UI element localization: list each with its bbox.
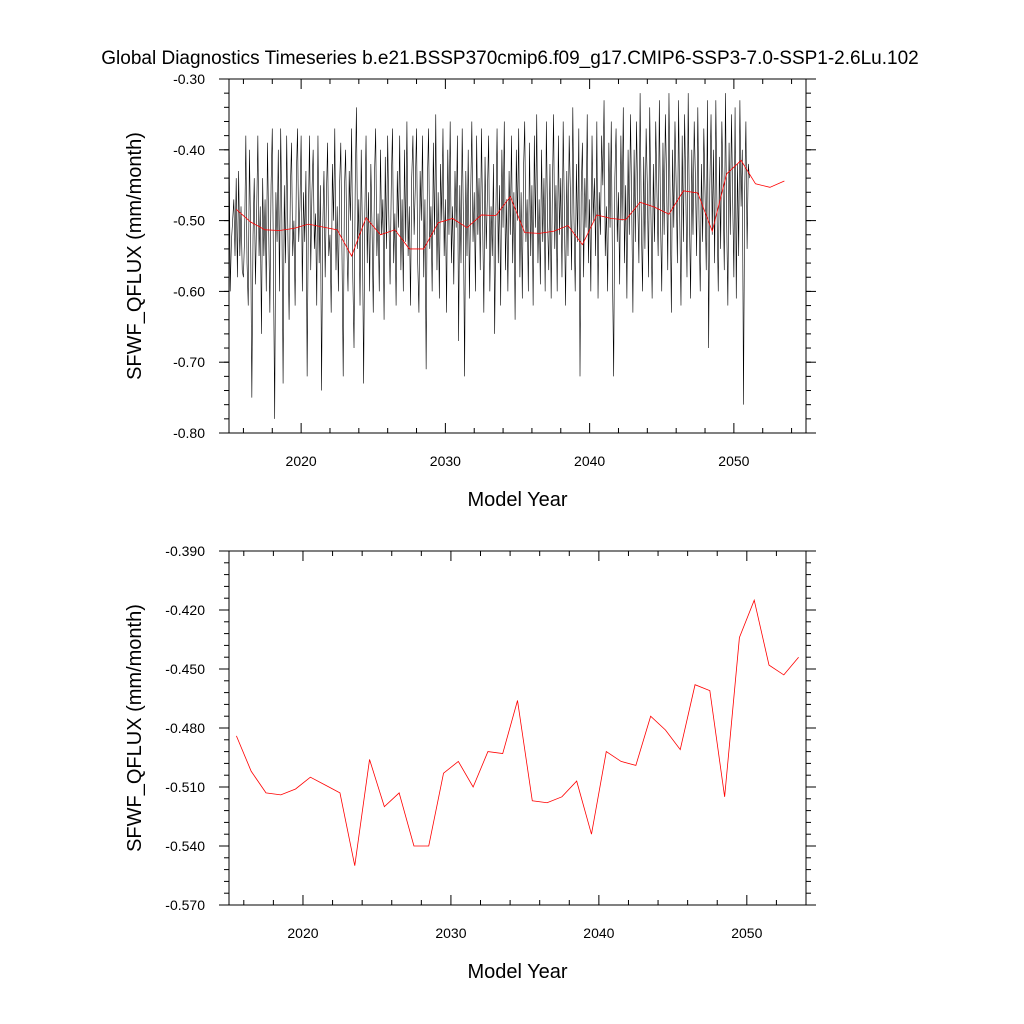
y-tick-label: -0.40 — [173, 142, 205, 158]
y-tick-label: -0.60 — [173, 283, 205, 299]
series-line-0 — [228, 93, 750, 419]
y-tick-label: -0.480 — [165, 720, 205, 736]
series-line-1 — [235, 159, 785, 257]
y-axis-label: SFWF_QFLUX (mm/month) — [124, 604, 146, 852]
y-tick-label: -0.50 — [173, 213, 205, 229]
y-tick-label: -0.570 — [165, 897, 205, 913]
x-tick-label: 2050 — [731, 925, 762, 941]
y-tick-label: -0.510 — [165, 779, 205, 795]
x-tick-label: 2040 — [574, 453, 605, 469]
y-tick-label: -0.450 — [165, 661, 205, 677]
y-axis-label: SFWF_QFLUX (mm/month) — [124, 132, 146, 380]
y-tick-label: -0.80 — [173, 425, 205, 441]
plot-frame — [228, 78, 807, 434]
figure-title: Global Diagnostics Timeseries b.e21.BSSP… — [101, 48, 918, 69]
x-tick-label: 2030 — [435, 925, 466, 941]
x-tick-label: 2040 — [583, 925, 614, 941]
x-axis-label: Model Year — [467, 961, 567, 983]
x-tick-label: 2050 — [718, 453, 749, 469]
y-tick-label: -0.30 — [173, 71, 205, 87]
plot-frame — [228, 550, 807, 906]
y-tick-label: -0.420 — [165, 602, 205, 618]
y-tick-label: -0.390 — [165, 543, 205, 559]
series-line-0 — [236, 598, 799, 866]
x-tick-label: 2030 — [430, 453, 461, 469]
x-tick-label: 2020 — [287, 925, 318, 941]
chart-top: 2020 2030 2040 2050 -0.30 -0.40 -0.50 -0.60 -0.7… — [124, 71, 816, 511]
y-tick-label: -0.540 — [165, 838, 205, 854]
x-tick-label: 2020 — [286, 453, 317, 469]
chart-bottom: 2020 2030 2040 2050 -0.390 -0.420 -0.450 -0.480… — [124, 543, 816, 983]
x-axis-label: Model Year — [467, 489, 567, 511]
y-tick-label: -0.70 — [173, 354, 205, 370]
